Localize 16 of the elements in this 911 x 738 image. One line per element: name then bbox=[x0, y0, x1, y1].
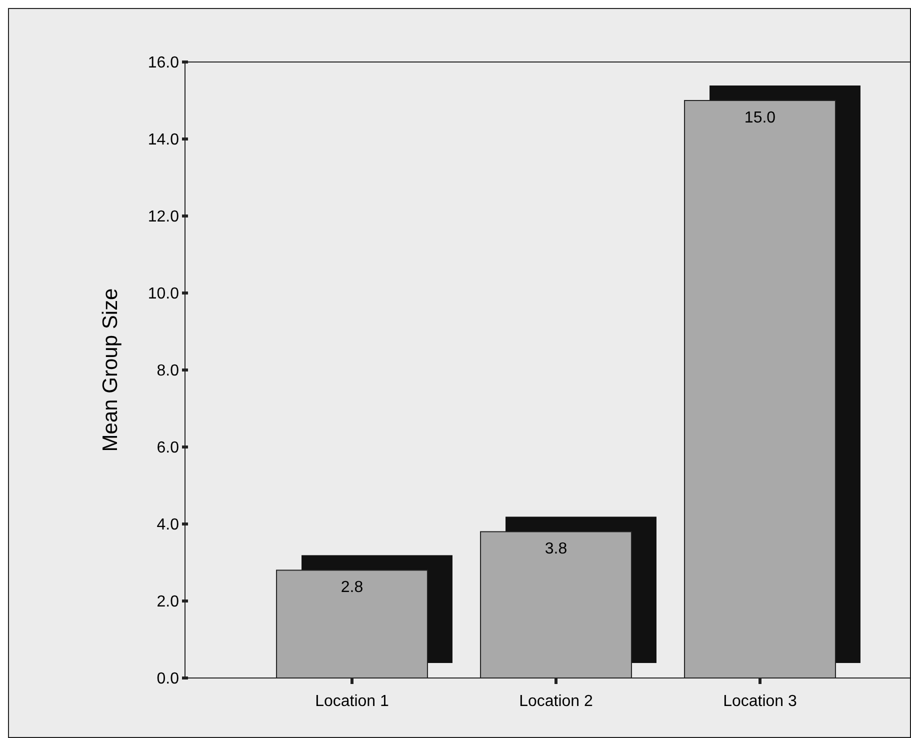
y-tick-label: 14.0 bbox=[148, 132, 180, 149]
data-label: 2.8 bbox=[340, 579, 364, 596]
y-tick-label: 10.0 bbox=[148, 286, 180, 303]
x-tick-label: Location 3 bbox=[723, 693, 798, 710]
y-tick-label: 6.0 bbox=[156, 440, 180, 457]
y-tick-label: 16.0 bbox=[148, 54, 180, 72]
y-tick-label: 12.0 bbox=[148, 208, 180, 226]
y-tick-label: 8.0 bbox=[156, 362, 180, 380]
y-tick-label: 2.0 bbox=[156, 594, 180, 611]
y-axis-title: Mean Group Size bbox=[99, 288, 122, 452]
x-tick-label: Location 2 bbox=[519, 693, 594, 710]
y-tick-label: 4.0 bbox=[156, 516, 180, 534]
y-tick-label: 0.0 bbox=[156, 670, 180, 688]
x-tick-label: Location 1 bbox=[315, 693, 390, 710]
data-label: 15.0 bbox=[744, 110, 776, 126]
data-label: 3.8 bbox=[544, 540, 568, 558]
